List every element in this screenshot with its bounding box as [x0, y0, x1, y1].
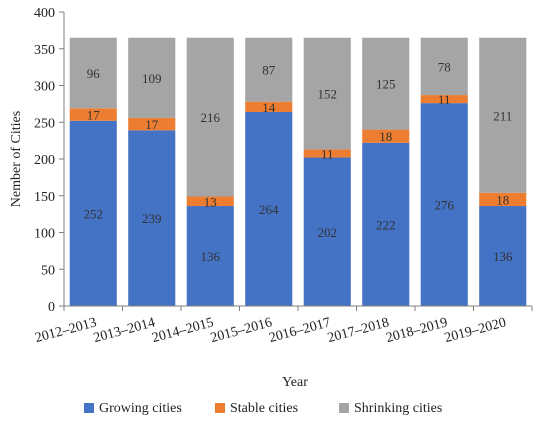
- x-tick-label: 2017–2018: [326, 315, 391, 346]
- y-tick-label: 300: [34, 80, 55, 95]
- data-label-growing-cities: 136: [201, 249, 221, 264]
- y-tick-label: 0: [48, 300, 55, 315]
- x-tick-label: 2018–2019: [385, 315, 450, 346]
- bar-shrinking-cities: [186, 37, 234, 197]
- x-tick-label: 2019–2020: [443, 315, 508, 346]
- x-tick-label: 2013–2014: [92, 315, 157, 346]
- y-axis-title: Nember of Cities: [9, 111, 24, 207]
- y-tick-label: 100: [34, 227, 55, 242]
- data-label-growing-cities: 239: [142, 211, 162, 226]
- y-tick-label: 150: [34, 190, 55, 205]
- bar-growing-cities: [303, 157, 351, 306]
- bar-shrinking-cities: [128, 37, 176, 118]
- bar-stable-cities: [245, 101, 293, 112]
- x-axis-ticks: 2012–20132013–20142014–20152015–20162016…: [34, 306, 533, 346]
- data-label-growing-cities: 222: [376, 217, 396, 232]
- legend-swatch-growing-cities: [84, 403, 94, 413]
- data-label-stable-cities: 17: [145, 117, 159, 132]
- y-axis-ticks: 0 50 100 150 200 250 300 350 400: [34, 6, 64, 315]
- legend-label-growing-cities: Growing cities: [99, 401, 182, 416]
- legend-swatch-stable-cities: [215, 403, 225, 413]
- bar-stable-cities: [362, 129, 410, 143]
- data-label-shrinking-cities: 216: [201, 110, 221, 125]
- bars-layer: [69, 37, 527, 307]
- data-label-stable-cities: 11: [321, 146, 334, 161]
- bar-shrinking-cities: [303, 37, 351, 150]
- data-label-shrinking-cities: 87: [262, 63, 276, 78]
- data-label-stable-cities: 14: [262, 100, 276, 115]
- data-label-shrinking-cities: 125: [376, 77, 396, 92]
- y-tick-label: 50: [41, 263, 55, 278]
- bar-growing-cities: [420, 103, 468, 306]
- data-label-stable-cities: 11: [438, 92, 451, 107]
- data-label-growing-cities: 252: [84, 206, 104, 221]
- bar-stable-cities: [69, 108, 117, 121]
- legend-label-shrinking-cities: Shrinking cities: [354, 401, 442, 416]
- data-label-stable-cities: 17: [87, 108, 101, 123]
- data-label-growing-cities: 136: [493, 249, 513, 264]
- data-label-growing-cities: 264: [259, 202, 279, 217]
- x-tick-label: 2016–2017: [268, 315, 333, 346]
- bar-stable-cities: [420, 95, 468, 104]
- bar-stable-cities: [303, 149, 351, 158]
- data-label-shrinking-cities: 109: [142, 71, 162, 86]
- data-label-stable-cities: 13: [204, 194, 217, 209]
- bar-growing-cities: [69, 120, 117, 306]
- data-labels-layer: 252 17 96 239 17 109 136 13 216 264 14 87 202 11 152 22…: [84, 59, 514, 264]
- legend-label-stable-cities: Stable cities: [230, 401, 298, 416]
- bar-growing-cities: [245, 111, 293, 307]
- data-label-shrinking-cities: 78: [438, 59, 451, 74]
- y-tick-label: 200: [34, 153, 55, 168]
- bar-shrinking-cities: [420, 37, 468, 96]
- data-label-shrinking-cities: 96: [87, 66, 101, 81]
- x-tick-label: 2012–2013: [34, 315, 99, 346]
- bar-shrinking-cities: [245, 37, 293, 102]
- bar-shrinking-cities: [479, 37, 527, 193]
- y-tick-label: 350: [34, 43, 55, 58]
- data-label-stable-cities: 18: [379, 129, 392, 144]
- y-tick-label: 400: [34, 6, 55, 21]
- bar-growing-cities: [186, 206, 234, 306]
- data-label-shrinking-cities: 211: [493, 108, 512, 123]
- data-label-stable-cities: 18: [496, 192, 509, 207]
- bar-growing-cities: [479, 206, 527, 306]
- data-label-growing-cities: 276: [435, 198, 455, 213]
- bar-stable-cities: [479, 192, 527, 207]
- x-tick-label: 2014–2015: [151, 315, 216, 346]
- bar-growing-cities: [128, 130, 176, 306]
- data-label-growing-cities: 202: [318, 225, 338, 240]
- y-tick-label: 250: [34, 116, 55, 131]
- bar-shrinking-cities: [69, 37, 117, 109]
- bar-shrinking-cities: [362, 37, 410, 130]
- bar-growing-cities: [362, 142, 410, 306]
- x-axis-title: Year: [282, 375, 308, 390]
- legend: Growing cities Stable cities Shrinking cit…: [84, 401, 442, 416]
- bar-stable-cities: [128, 117, 176, 131]
- legend-swatch-shrinking-cities: [339, 403, 349, 413]
- x-tick-label: 2015–2016: [209, 315, 274, 346]
- data-label-shrinking-cities: 152: [318, 87, 338, 102]
- bar-stable-cities: [186, 196, 234, 207]
